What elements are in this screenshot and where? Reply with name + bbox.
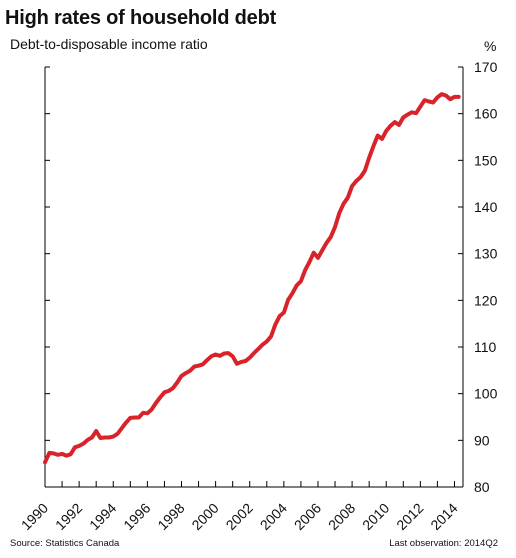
x-tick-label: 2000 [188, 500, 221, 533]
source-note: Source: Statistics Canada [10, 538, 120, 549]
x-tick-label: 2006 [291, 500, 324, 533]
chart-ticks [44, 66, 463, 488]
last-observation-note: Last observation: 2014Q2 [389, 538, 498, 549]
y-tick-label: 170 [474, 59, 498, 75]
y-tick-label: 110 [474, 339, 497, 355]
y-axis-unit: % [484, 38, 497, 54]
y-tick-label: 80 [474, 479, 490, 495]
chart-axes [44, 67, 464, 488]
x-tick-label: 2010 [359, 500, 392, 533]
y-tick-label: 150 [474, 152, 498, 168]
x-tick-label: 1990 [18, 500, 51, 533]
chart-title: High rates of household debt [5, 7, 277, 29]
x-tick-label: 1992 [52, 500, 85, 533]
y-tick-label: 100 [474, 386, 498, 402]
series-line [43, 92, 461, 465]
x-tick-label: 2014 [427, 500, 460, 533]
y-tick-label: 140 [474, 199, 498, 215]
x-tick-label: 2004 [257, 500, 290, 533]
y-tick-label: 160 [474, 106, 498, 122]
y-tick-label: 90 [474, 432, 490, 448]
chart-tick-labels: 80 90 100 110 120 130 140 150 160 170 1990 1992 1994… [18, 59, 498, 533]
x-tick-label: 2002 [223, 500, 256, 533]
x-tick-label: 1996 [120, 500, 153, 533]
x-tick-label: 2012 [393, 500, 426, 533]
y-tick-label: 120 [474, 292, 498, 308]
chart-series [43, 92, 461, 465]
x-tick-label: 1998 [154, 500, 187, 533]
x-tick-label: 2008 [325, 500, 358, 533]
y-tick-label: 130 [474, 246, 498, 262]
x-tick-label: 1994 [86, 500, 119, 533]
chart-subtitle: Debt-to-disposable income ratio [10, 36, 208, 52]
